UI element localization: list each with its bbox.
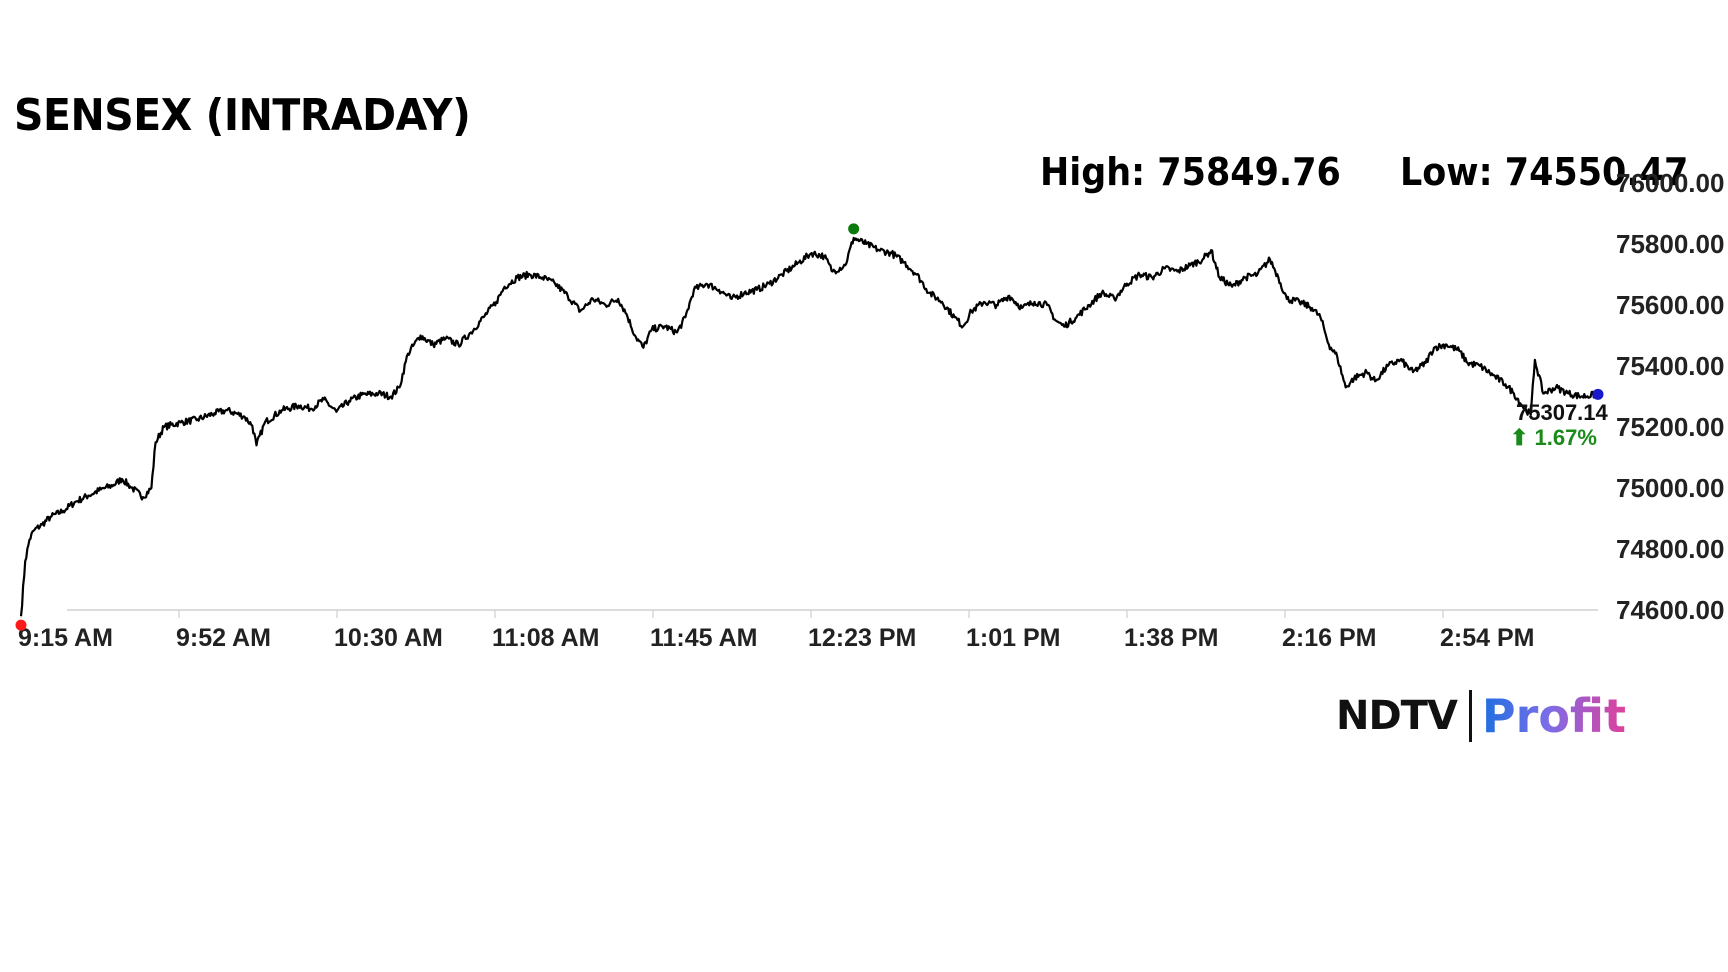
y-tick-label: 75600.00 <box>1616 290 1724 320</box>
y-tick-label: 75200.00 <box>1616 412 1724 442</box>
x-tick-label: 11:45 AM <box>650 624 757 652</box>
x-tick-label: 10:30 AM <box>334 624 443 652</box>
ndtv-profit-logo: NDTV Profit <box>1336 688 1626 744</box>
x-tick-label: 11:08 AM <box>492 624 599 652</box>
open-low-marker <box>15 619 27 631</box>
x-tick-label: 2:54 PM <box>1440 624 1534 652</box>
series-line <box>19 236 1599 617</box>
y-tick-label: 74800.00 <box>1616 534 1724 564</box>
y-tick-label: 74600.00 <box>1616 595 1724 625</box>
x-tick-label: 12:23 PM <box>808 624 916 652</box>
x-tick-label: 9:52 AM <box>176 624 271 652</box>
axis-layer: 9:15 AM 9:52 AM 10:30 AM 11:08 AM 11:45 AM 12… <box>18 168 1724 652</box>
y-tick-label: 75000.00 <box>1616 473 1724 503</box>
y-tick-label: 75800.00 <box>1616 229 1724 259</box>
marker-layer <box>15 223 1604 631</box>
y-tick-label: 76000.00 <box>1616 168 1724 198</box>
y-tick-label: 75400.00 <box>1616 351 1724 381</box>
x-tick-label: 2:16 PM <box>1282 624 1376 652</box>
ndtv-wordmark: NDTV <box>1336 693 1458 739</box>
x-tick-label: 9:15 AM <box>18 624 113 652</box>
x-tick-label: 1:01 PM <box>966 624 1060 652</box>
logo-divider <box>1468 690 1472 742</box>
change-label: ⬆ 1.67% <box>1510 425 1597 450</box>
chart-title: SENSEX (INTRADAY) <box>14 90 471 141</box>
profit-wordmark: Profit <box>1481 689 1627 743</box>
day-low-label: Low: 74550.47 <box>1400 150 1689 194</box>
day-high-label: High: 75849.76 <box>1040 150 1341 194</box>
last-marker <box>1592 388 1604 400</box>
last-value-label: 75307.14 <box>1516 400 1609 425</box>
x-tick-label: 1:38 PM <box>1124 624 1218 652</box>
day-high-marker <box>848 223 860 235</box>
